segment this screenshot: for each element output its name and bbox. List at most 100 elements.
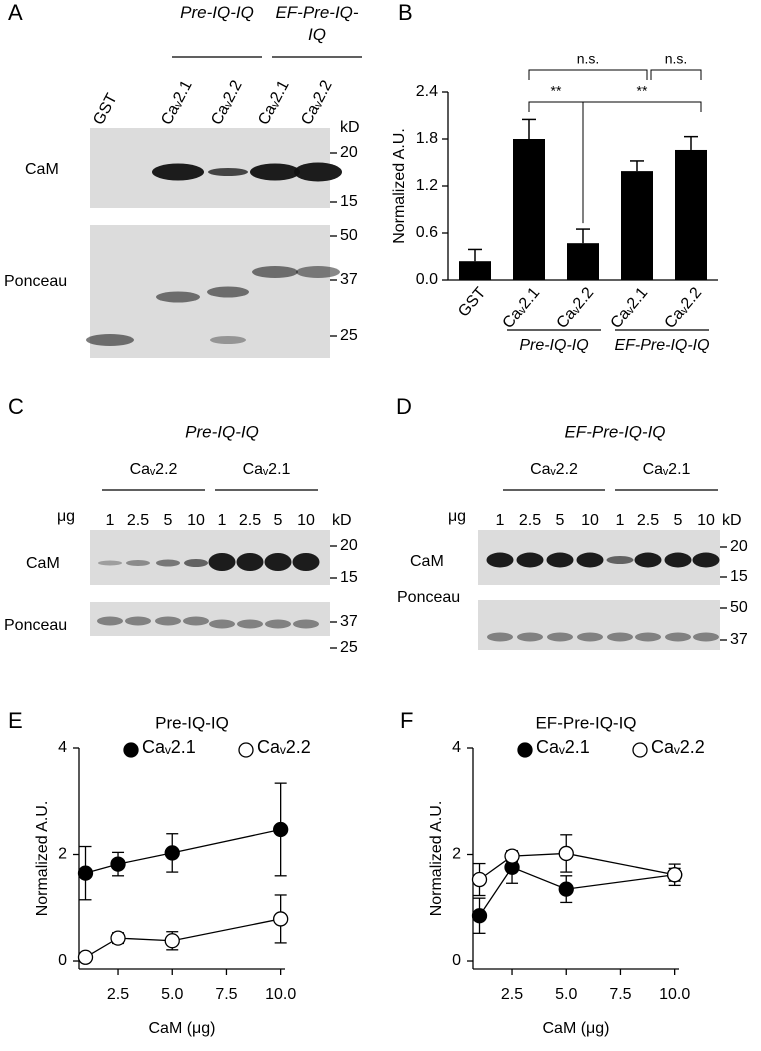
data-point (77, 865, 94, 881)
data-point (273, 821, 289, 838)
data-point (110, 856, 126, 872)
blot-band (664, 552, 692, 568)
blot-band (156, 291, 200, 303)
marker-label: 15 (340, 569, 358, 586)
marker-label: 50 (730, 599, 748, 616)
y-axis-label: Normalized A.U. (34, 801, 51, 917)
significance-bracket (650, 69, 702, 80)
amount-label: 2.5 (239, 512, 261, 529)
series-line (85, 918, 281, 958)
blot-band (208, 553, 236, 571)
legend-marker (632, 742, 648, 758)
group-label: EF-Pre-IQ-IQ (275, 3, 359, 44)
series-line (85, 828, 281, 874)
blot-band (97, 616, 123, 626)
significance-bracket (528, 101, 584, 112)
amount-label: 10 (697, 512, 715, 529)
x-tick-label: GST (455, 284, 489, 320)
blot-band (607, 632, 633, 642)
data-point (273, 911, 289, 927)
amount-label: 10 (187, 512, 205, 529)
blot-row-label: Ponceau (4, 273, 67, 290)
amount-label: 5 (556, 512, 565, 529)
group-label-box: EF-Pre-IQ-IQ (275, 3, 359, 44)
blot-band (86, 334, 134, 346)
x-tick-label: 10.0 (265, 986, 296, 1003)
x-tick-label: 5.0 (555, 986, 577, 1003)
amount-label: 5 (164, 512, 173, 529)
blot-band (237, 619, 263, 629)
group-label-box: Pre-IQ-IQ (180, 3, 254, 22)
y-axis-label: Normalized A.U. (391, 128, 408, 244)
y-tick-label: 2 (452, 846, 461, 863)
x-tick-label: 2.5 (501, 986, 523, 1003)
x-tick-label: 5.0 (161, 986, 183, 1003)
y-tick-label: 1.8 (416, 130, 438, 147)
x-tick-label: 10.0 (659, 986, 690, 1003)
marker-label: 37 (340, 613, 358, 630)
lane-label: Caᵥ2.1 (255, 78, 293, 128)
blot-band (692, 552, 720, 568)
group-label: Caᵥ2.1 (243, 461, 291, 478)
data-point (471, 908, 488, 924)
y-tick-label: 2.4 (416, 83, 438, 100)
chart-title: EF-Pre-IQ-IQ (535, 713, 636, 732)
amount-label: 2.5 (127, 512, 149, 529)
amount-label: 1 (616, 512, 625, 529)
blot-band (210, 336, 246, 344)
blot-band (546, 552, 574, 568)
marker-label: 15 (730, 568, 748, 585)
x-tick-label: 7.5 (215, 986, 237, 1003)
amount-unit: μg (448, 508, 466, 525)
annotation: ** (637, 83, 648, 99)
blot-band (487, 632, 513, 642)
blot-band (236, 553, 264, 571)
x-tick-label: 2.5 (107, 986, 129, 1003)
data-point (77, 949, 94, 965)
amount-label: 5 (274, 512, 283, 529)
blot-band (265, 619, 291, 629)
y-tick-label: 2 (58, 846, 67, 863)
panel-letter: E (8, 708, 23, 733)
blot-band (250, 163, 300, 181)
blot-band (125, 616, 151, 626)
blot-band (296, 266, 340, 278)
blot-band (547, 632, 573, 642)
group-label: Caᵥ2.2 (130, 461, 178, 478)
blot-band (98, 560, 122, 566)
panel-title: Pre-IQ-IQ (185, 422, 259, 441)
legend-label: Caᵥ2.1 (142, 737, 196, 757)
data-point (504, 848, 520, 864)
series-line (478, 866, 675, 917)
data-point (471, 871, 488, 888)
blot-band (207, 286, 249, 298)
x-tick-label: Caᵥ2.2 (554, 284, 598, 332)
legend-label: Caᵥ2.2 (651, 737, 705, 757)
marker-label: 20 (340, 144, 358, 161)
amount-unit: μg (57, 508, 75, 525)
amount-label: 5 (674, 512, 683, 529)
panel-title: EF-Pre-IQ-IQ (564, 422, 665, 441)
y-tick-label: 0.0 (416, 271, 438, 288)
group-label: Caᵥ2.2 (530, 461, 578, 478)
blot-band (486, 552, 514, 568)
blot-band (208, 168, 248, 176)
data-point (110, 930, 126, 946)
x-axis-label: CaM (μg) (149, 1020, 216, 1037)
chart-title: Pre-IQ-IQ (155, 713, 229, 732)
blot-band (634, 552, 662, 568)
bar (513, 139, 545, 280)
legend-label: Caᵥ2.1 (536, 737, 590, 757)
blot-band (665, 632, 691, 642)
lane-label: Caᵥ2.1 (158, 78, 196, 128)
y-axis-label: Normalized A.U. (428, 801, 445, 917)
panel-letter: A (8, 0, 23, 25)
kd-unit: kD (332, 512, 352, 529)
blot-band (517, 632, 543, 642)
amount-label: 10 (297, 512, 315, 529)
amount-label: 1 (106, 512, 115, 529)
amount-label: 10 (581, 512, 599, 529)
lane-label: Caᵥ2.2 (298, 78, 336, 128)
marker-label: 37 (340, 271, 358, 288)
blot-membrane (478, 600, 720, 650)
